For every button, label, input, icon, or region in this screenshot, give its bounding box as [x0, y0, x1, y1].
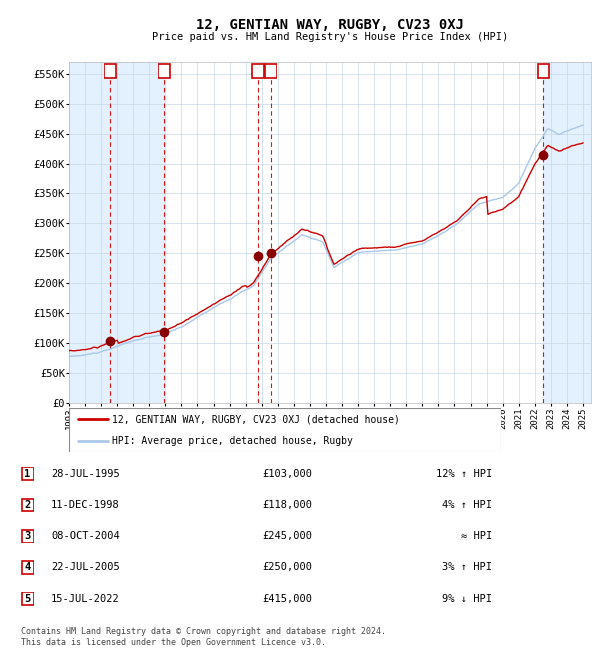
Text: 9% ↓ HPI: 9% ↓ HPI — [442, 593, 492, 604]
Text: 1: 1 — [25, 469, 31, 479]
Text: HPI: Average price, detached house, Rugby: HPI: Average price, detached house, Rugb… — [112, 436, 353, 446]
Text: £245,000: £245,000 — [262, 531, 312, 541]
Text: 5: 5 — [541, 66, 547, 76]
Text: £118,000: £118,000 — [262, 500, 312, 510]
Text: 4: 4 — [268, 66, 274, 76]
Text: 1: 1 — [107, 66, 113, 76]
Text: 28-JUL-1995: 28-JUL-1995 — [51, 469, 120, 479]
Text: 5: 5 — [25, 593, 31, 604]
FancyBboxPatch shape — [538, 64, 550, 79]
FancyBboxPatch shape — [252, 64, 264, 79]
Text: 2: 2 — [161, 66, 167, 76]
Text: 12, GENTIAN WAY, RUGBY, CV23 0XJ: 12, GENTIAN WAY, RUGBY, CV23 0XJ — [196, 18, 464, 32]
Text: 11-DEC-1998: 11-DEC-1998 — [51, 500, 120, 510]
Text: 12% ↑ HPI: 12% ↑ HPI — [436, 469, 492, 479]
FancyBboxPatch shape — [158, 64, 170, 79]
Bar — [544, 62, 591, 403]
Text: ≈ HPI: ≈ HPI — [461, 531, 492, 541]
Text: 3: 3 — [25, 531, 31, 541]
FancyBboxPatch shape — [22, 467, 34, 480]
FancyBboxPatch shape — [265, 64, 277, 79]
Text: 4: 4 — [25, 562, 31, 573]
Bar — [110, 62, 164, 403]
Text: 08-OCT-2004: 08-OCT-2004 — [51, 531, 120, 541]
FancyBboxPatch shape — [22, 561, 34, 574]
Text: 12, GENTIAN WAY, RUGBY, CV23 0XJ (detached house): 12, GENTIAN WAY, RUGBY, CV23 0XJ (detach… — [112, 415, 400, 424]
FancyBboxPatch shape — [22, 530, 34, 543]
FancyBboxPatch shape — [22, 499, 34, 512]
Text: £415,000: £415,000 — [262, 593, 312, 604]
Text: 3% ↑ HPI: 3% ↑ HPI — [442, 562, 492, 573]
Text: Price paid vs. HM Land Registry's House Price Index (HPI): Price paid vs. HM Land Registry's House … — [152, 32, 508, 42]
Text: Contains HM Land Registry data © Crown copyright and database right 2024.
This d: Contains HM Land Registry data © Crown c… — [21, 627, 386, 647]
Text: £103,000: £103,000 — [262, 469, 312, 479]
FancyBboxPatch shape — [104, 64, 116, 79]
Text: 3: 3 — [255, 66, 261, 76]
Bar — [69, 62, 110, 403]
Text: 4% ↑ HPI: 4% ↑ HPI — [442, 500, 492, 510]
Text: 15-JUL-2022: 15-JUL-2022 — [51, 593, 120, 604]
Text: 2: 2 — [25, 500, 31, 510]
Text: 22-JUL-2005: 22-JUL-2005 — [51, 562, 120, 573]
FancyBboxPatch shape — [22, 592, 34, 605]
FancyBboxPatch shape — [69, 408, 501, 452]
Text: £250,000: £250,000 — [262, 562, 312, 573]
